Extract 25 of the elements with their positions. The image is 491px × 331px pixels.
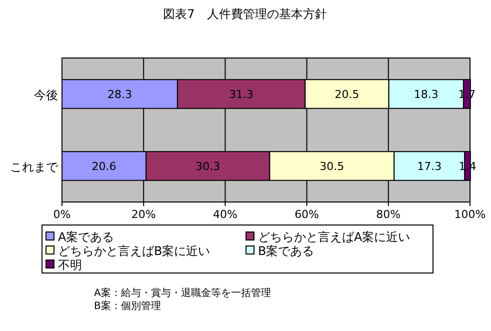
x-tick-label: 20% — [131, 208, 156, 221]
x-tick-label: 0% — [53, 208, 71, 221]
x-tick-label: 80% — [376, 208, 401, 221]
x-tick-label: 60% — [294, 208, 320, 221]
data-label: 20.5 — [334, 88, 360, 101]
legend-label: A案である — [58, 230, 114, 244]
legend-label: どちらかと言えばA案に近い — [258, 230, 410, 244]
data-label: 18.3 — [414, 88, 438, 101]
data-label: 1.7 — [458, 88, 476, 101]
legend-label: B案である — [258, 244, 314, 258]
x-tick-label: 100% — [454, 208, 486, 221]
data-label: 30.3 — [196, 160, 220, 173]
y-tick-label: 今後 — [34, 88, 58, 102]
data-label: 30.5 — [320, 160, 344, 173]
data-label: 28.3 — [107, 88, 132, 101]
legend-label: どちらかと言えばB案に近い — [58, 244, 210, 258]
text: A案：給与・賞与・退職金等を一括管理 — [94, 287, 271, 299]
data-label: 17.3 — [417, 160, 442, 173]
x-tick-label: 40% — [212, 208, 238, 221]
text: B案：個別管理 — [94, 300, 161, 312]
data-label: 20.6 — [92, 160, 116, 173]
y-tick-label: これまで — [10, 160, 59, 174]
legend-label: 不明 — [58, 258, 82, 272]
data-label: 31.3 — [229, 88, 254, 101]
chart-title: 図表7 人件費管理の基本方針 — [163, 7, 327, 21]
